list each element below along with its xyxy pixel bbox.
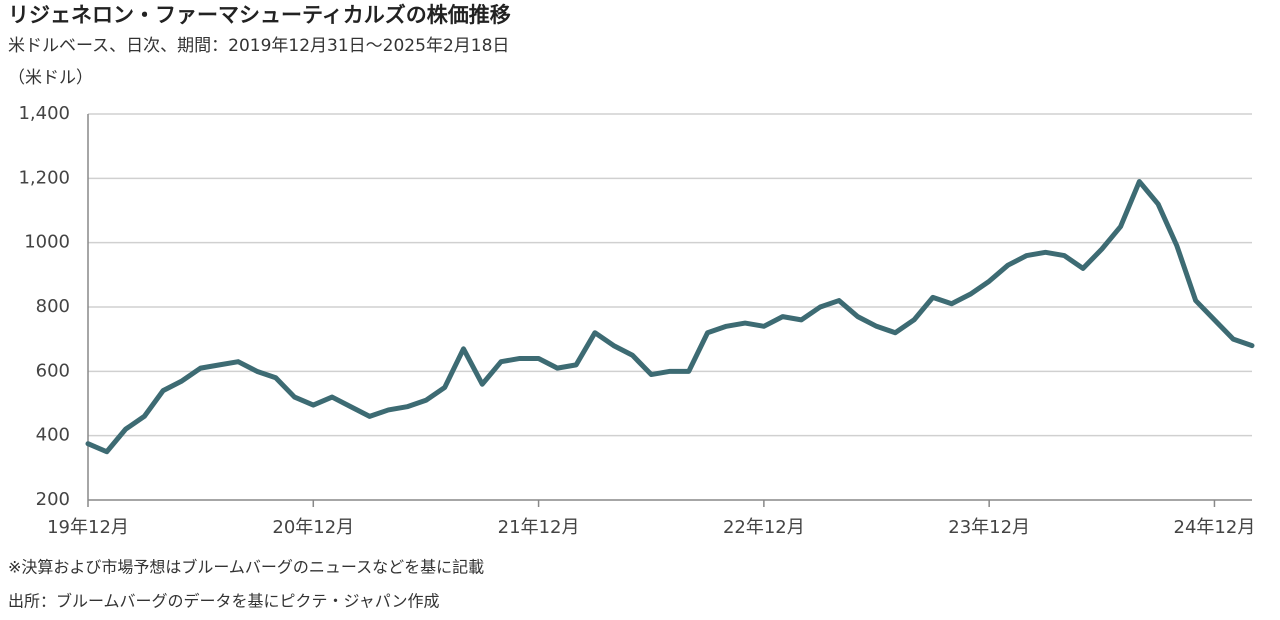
y-tick-label: 1000 — [24, 232, 70, 253]
x-tick-label: 19年12月 — [47, 517, 129, 538]
chart-subtitle: 米ドルベース、日次、期間：2019年12月31日～2025年2月18日 — [8, 36, 509, 56]
y-tick-label: 200 — [36, 489, 70, 510]
chart-title: リジェネロン・ファーマシューティカルズの株価推移 — [8, 3, 511, 27]
source-note: 出所：ブルームバーグのデータを基にピクテ・ジャパン作成 — [8, 592, 440, 611]
x-tick-label: 22年12月 — [723, 517, 805, 538]
y-axis-label: （米ドル） — [8, 68, 93, 88]
x-tick-label: 24年12月 — [1174, 517, 1256, 538]
x-tick-label: 23年12月 — [948, 517, 1030, 538]
price-line — [85, 179, 1255, 455]
footnote: ※決算および市場予想はブルームバーグのニュースなどを基に記載 — [8, 558, 484, 577]
y-tick-label: 400 — [36, 425, 70, 446]
y-tick-label: 1,200 — [18, 167, 70, 188]
x-tick-label: 20年12月 — [272, 517, 354, 538]
y-tick-label: 800 — [36, 296, 70, 317]
y-tick-label: 1,400 — [18, 103, 70, 124]
y-tick-label: 600 — [36, 360, 70, 381]
x-tick-label: 21年12月 — [498, 517, 580, 538]
